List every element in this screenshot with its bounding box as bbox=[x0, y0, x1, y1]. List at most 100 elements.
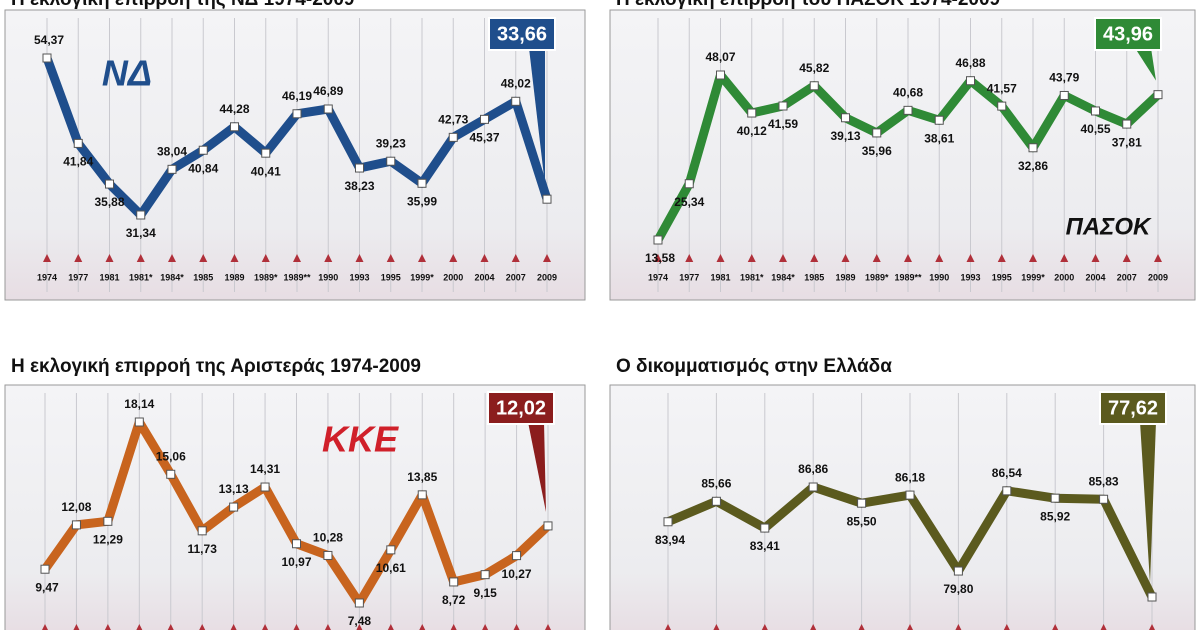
data-label: 14,31 bbox=[250, 462, 280, 476]
point bbox=[1002, 486, 1012, 496]
x-tick-label: 1985 bbox=[804, 272, 824, 282]
x-tick-marker bbox=[513, 624, 520, 630]
x-tick-marker bbox=[1029, 254, 1037, 262]
point bbox=[167, 164, 177, 174]
x-tick-marker bbox=[449, 254, 458, 262]
x-tick-label: 1993 bbox=[960, 272, 980, 282]
point bbox=[354, 598, 364, 608]
badge bbox=[1094, 17, 1162, 51]
data-label: 79,80 bbox=[943, 582, 973, 596]
x-tick-label: 2007 bbox=[506, 272, 526, 282]
x-tick-marker bbox=[545, 624, 551, 630]
x-tick-marker bbox=[1052, 624, 1059, 630]
x-tick-label: 1981* bbox=[740, 272, 764, 282]
x-tick-label: 2004 bbox=[474, 272, 494, 282]
data-label: 85,83 bbox=[1089, 474, 1119, 488]
point bbox=[903, 105, 913, 115]
data-label: 9,47 bbox=[35, 580, 59, 594]
point bbox=[1091, 106, 1100, 116]
data-label: 10,61 bbox=[376, 561, 406, 575]
x-tick-marker bbox=[955, 624, 962, 630]
data-label: 35,96 bbox=[862, 144, 892, 158]
badge-label: 43,96 bbox=[1103, 23, 1153, 45]
x-tick-label: 1995 bbox=[992, 272, 1012, 282]
x-tick-label: 1974 bbox=[37, 272, 57, 282]
data-label: 46,88 bbox=[955, 56, 985, 70]
x-tick-marker bbox=[511, 254, 520, 262]
x-tick-marker bbox=[904, 254, 912, 262]
x-tick-marker bbox=[167, 624, 174, 630]
x-tick-marker bbox=[685, 254, 694, 262]
x-tick-label: 1999* bbox=[1021, 272, 1045, 282]
point bbox=[905, 490, 915, 500]
point bbox=[997, 101, 1007, 111]
x-tick-marker bbox=[665, 624, 671, 630]
point bbox=[386, 545, 396, 555]
x-tick-label: 1981 bbox=[99, 272, 119, 282]
x-tick-marker bbox=[386, 254, 395, 262]
x-tick-label: 1989 bbox=[224, 272, 244, 282]
data-label: 38,61 bbox=[924, 131, 954, 145]
x-tick-label: 1993 bbox=[349, 272, 369, 282]
x-tick-marker bbox=[1091, 254, 1100, 262]
point bbox=[857, 498, 867, 508]
point bbox=[42, 53, 52, 63]
data-label: 40,41 bbox=[251, 164, 281, 178]
data-label: 11,73 bbox=[188, 542, 218, 556]
x-tick-label: 1984* bbox=[771, 272, 795, 282]
point bbox=[198, 145, 208, 155]
point bbox=[134, 417, 144, 427]
data-label: 46,89 bbox=[313, 84, 343, 98]
data-label: 38,23 bbox=[344, 179, 374, 193]
x-tick-marker bbox=[293, 624, 300, 630]
x-tick-marker bbox=[482, 624, 489, 630]
point bbox=[1028, 143, 1038, 153]
data-label: 18,14 bbox=[124, 397, 154, 411]
data-label: 40,55 bbox=[1080, 122, 1110, 136]
x-tick-marker bbox=[1100, 624, 1107, 630]
x-tick-label: 1985 bbox=[193, 272, 213, 282]
point bbox=[1147, 592, 1157, 602]
x-tick-marker bbox=[73, 624, 80, 630]
x-tick-label: 2000 bbox=[1054, 272, 1074, 282]
x-tick-label: 1989* bbox=[865, 272, 889, 282]
x-tick-marker bbox=[418, 254, 426, 262]
logo: ΚΚΕ bbox=[322, 419, 399, 460]
x-tick-marker bbox=[450, 624, 457, 630]
data-label: 83,94 bbox=[655, 533, 685, 547]
x-tick-marker bbox=[387, 624, 394, 630]
x-tick-label: 2004 bbox=[1085, 272, 1105, 282]
point bbox=[1122, 119, 1132, 129]
x-tick-marker bbox=[747, 254, 756, 262]
x-tick-label: 1999* bbox=[410, 272, 434, 282]
badge-pointer bbox=[1140, 422, 1156, 583]
x-tick-marker bbox=[997, 254, 1006, 262]
data-label: 13,13 bbox=[219, 482, 249, 496]
x-tick-marker bbox=[293, 254, 301, 262]
data-label: 12,29 bbox=[93, 533, 123, 547]
data-label: 35,99 bbox=[407, 194, 437, 208]
x-tick-marker bbox=[419, 624, 426, 630]
data-label: 41,57 bbox=[987, 81, 1017, 95]
data-label: 44,28 bbox=[219, 102, 249, 116]
point bbox=[1153, 90, 1163, 100]
point bbox=[166, 469, 176, 479]
x-tick-marker bbox=[324, 254, 333, 262]
data-label: 10,28 bbox=[313, 531, 343, 545]
point bbox=[103, 516, 113, 526]
point bbox=[778, 101, 788, 111]
data-label: 40,68 bbox=[893, 86, 923, 100]
x-tick-marker bbox=[966, 254, 975, 262]
x-tick-label: 1989* bbox=[254, 272, 278, 282]
point bbox=[230, 122, 239, 132]
x-tick-marker bbox=[74, 254, 83, 262]
data-label: 13,85 bbox=[407, 470, 437, 484]
data-label: 38,04 bbox=[157, 144, 187, 158]
data-label: 32,86 bbox=[1018, 159, 1048, 173]
x-tick-marker bbox=[262, 624, 269, 630]
x-tick-label: 1989 bbox=[835, 272, 855, 282]
x-tick-marker bbox=[168, 254, 176, 262]
x-tick-label: 1977 bbox=[68, 272, 88, 282]
x-tick-marker bbox=[935, 254, 944, 262]
point bbox=[1050, 493, 1060, 503]
